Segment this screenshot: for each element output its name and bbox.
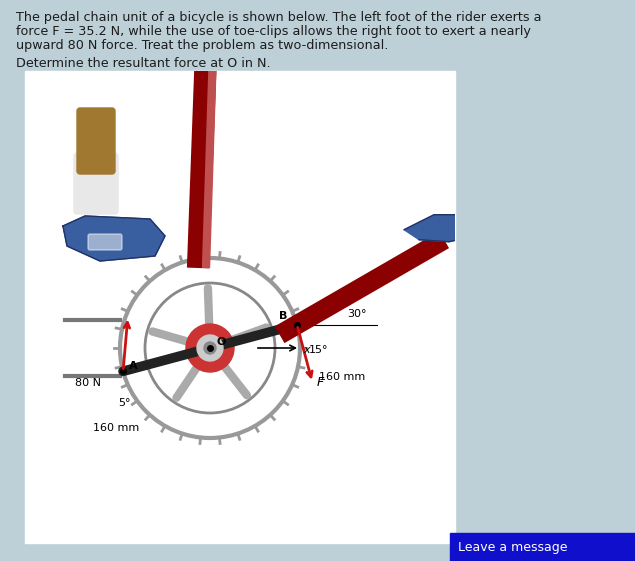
Circle shape [186, 324, 234, 372]
Bar [450, 533, 635, 561]
Text: upward 80 N force. Treat the problem as two-dimensional.: upward 80 N force. Treat the problem as … [16, 39, 389, 52]
Text: The pedal chain unit of a bicycle is shown below. The left foot of the rider exe: The pedal chain unit of a bicycle is sho… [16, 11, 542, 24]
Polygon shape [63, 216, 165, 261]
Text: B: B [279, 311, 287, 321]
FancyBboxPatch shape [77, 108, 115, 174]
Text: F: F [316, 376, 324, 389]
Text: 5°: 5° [118, 398, 131, 408]
Text: 160 mm: 160 mm [93, 424, 139, 433]
Text: force F = 35.2 N, while the use of toe-clips allows the right foot to exert a ne: force F = 35.2 N, while the use of toe-c… [16, 25, 531, 38]
Circle shape [204, 342, 216, 354]
Text: 15°: 15° [309, 344, 328, 355]
Text: 160 mm: 160 mm [319, 372, 365, 381]
Text: 80 N: 80 N [75, 378, 101, 388]
Text: 30°: 30° [347, 309, 366, 319]
Text: x: x [303, 345, 310, 355]
Text: O: O [216, 337, 225, 347]
Polygon shape [404, 215, 479, 242]
Text: Leave a message: Leave a message [458, 540, 568, 554]
FancyBboxPatch shape [88, 234, 122, 250]
FancyBboxPatch shape [74, 153, 118, 214]
Circle shape [197, 335, 223, 361]
Text: A: A [129, 361, 138, 371]
Text: Determine the resultant force at O in N.: Determine the resultant force at O in N. [16, 57, 271, 70]
Bar [25, 71, 455, 543]
